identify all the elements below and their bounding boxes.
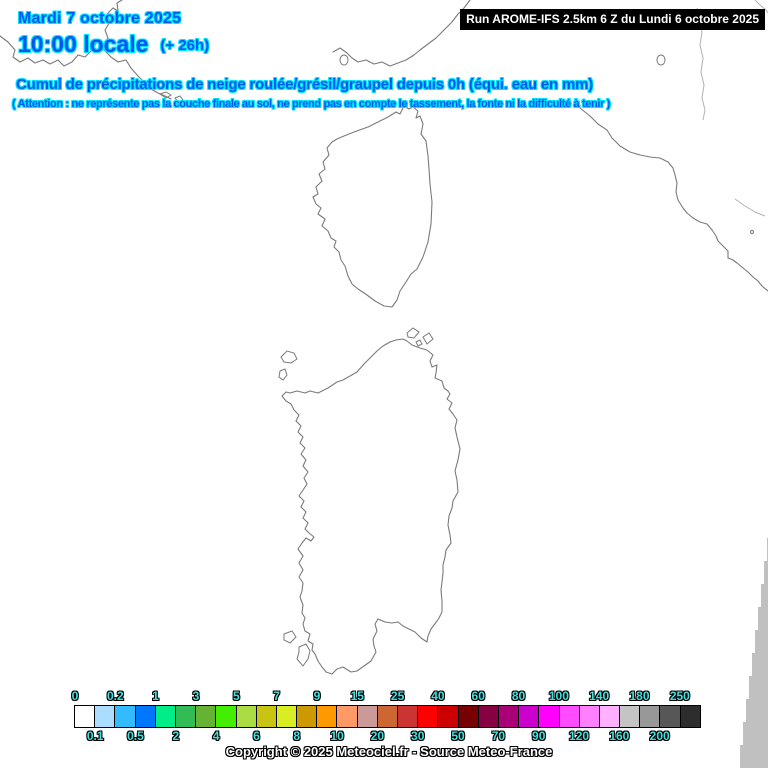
legend-cell <box>518 706 539 727</box>
island <box>158 91 172 99</box>
legend-bar <box>74 705 701 728</box>
legend-cell <box>659 706 680 727</box>
copyright-label: Copyright © 2025 Meteociel.fr - Source M… <box>225 744 553 759</box>
island-maddalena <box>422 332 434 345</box>
legend-label: 9 <box>313 689 321 703</box>
legend-label: 80 <box>511 689 526 703</box>
corsica-coastline <box>312 105 433 308</box>
local-time-value: 10:00 locale <box>18 31 149 57</box>
legend-label: 60 <box>471 689 485 703</box>
legend-label: 40 <box>431 689 445 703</box>
legend-cell <box>154 706 175 727</box>
riviera-coastline <box>332 0 471 67</box>
island-sant-antioco <box>296 643 311 667</box>
out-of-domain-wedge <box>740 538 768 768</box>
legend-label: 6 <box>253 729 260 743</box>
island-maddalena <box>415 339 423 347</box>
island <box>339 54 349 66</box>
legend-cell <box>134 706 155 727</box>
legend-label: 50 <box>451 729 465 743</box>
legend-cell <box>437 706 458 727</box>
legend-cell <box>94 706 115 727</box>
admin-border <box>734 198 766 217</box>
sardinia-coastline <box>281 338 461 675</box>
legend-cell <box>235 706 256 727</box>
legend-cell <box>376 706 397 727</box>
model-run-banner: Run AROME-IFS 2.5km 6 Z du Lundi 6 octob… <box>460 9 765 30</box>
legend-label: 30 <box>411 729 425 743</box>
island-maddalena <box>406 327 420 339</box>
island <box>174 95 184 103</box>
legend-label: 180 <box>629 689 650 703</box>
legend-cell <box>397 706 418 727</box>
forecast-offset-label: (+ 26h) <box>160 37 210 54</box>
island <box>656 54 666 66</box>
legend-label: 250 <box>669 689 690 703</box>
legend-cell <box>598 706 620 727</box>
legend-label: 3 <box>192 689 200 703</box>
legend-label: 160 <box>609 729 630 743</box>
legend-cell <box>114 706 135 727</box>
legend-cell <box>356 706 377 727</box>
legend-cell <box>275 706 297 727</box>
legend-cell <box>679 706 700 727</box>
italy-coastline <box>579 107 768 292</box>
island <box>750 230 754 234</box>
legend-cell <box>75 706 95 727</box>
legend-cell <box>538 706 559 727</box>
legend-cell <box>417 706 438 727</box>
legend-cell <box>296 706 317 727</box>
legend-label: 0.2 <box>106 689 124 703</box>
legend-cell <box>619 706 640 727</box>
admin-border <box>754 0 768 14</box>
legend-cell <box>316 706 337 727</box>
legend-cell <box>497 706 519 727</box>
map-title: Cumul de précipitations de neige roulée/… <box>16 76 594 93</box>
legend-label: 0.1 <box>86 729 104 743</box>
legend-cell <box>255 706 276 727</box>
legend-label: 100 <box>548 689 569 703</box>
date-label: Mardi 7 octobre 2025 <box>18 10 182 27</box>
legend-label: 8 <box>293 729 301 743</box>
island-asinara <box>278 368 288 381</box>
legend-cell <box>336 706 357 727</box>
legend-label: 7 <box>273 689 280 703</box>
legend-cell <box>639 706 660 727</box>
legend-label: 0.5 <box>127 729 144 743</box>
legend-label: 10 <box>330 729 344 743</box>
legend-label: 25 <box>390 689 405 703</box>
local-time-label: 10:00 locale (+ 26h) <box>18 31 209 58</box>
island-asinara <box>280 350 298 364</box>
legend-label: 200 <box>649 729 670 743</box>
legend-cell <box>215 706 236 727</box>
legend-cell <box>457 706 478 727</box>
legend-cell <box>174 706 196 727</box>
legend-label: 140 <box>589 689 610 703</box>
legend-cell <box>578 706 599 727</box>
legend-label: 20 <box>370 729 385 743</box>
legend-label: 15 <box>350 689 364 703</box>
provence-coastline <box>96 0 123 46</box>
legend-label: 1 <box>152 689 159 703</box>
legend-label: 2 <box>172 729 180 743</box>
island-san-pietro <box>283 630 297 644</box>
legend-label: 5 <box>232 689 240 703</box>
legend-label: 90 <box>532 729 546 743</box>
legend-cell <box>195 706 216 727</box>
legend-label: 0 <box>71 689 79 703</box>
legend-label: 120 <box>569 729 590 743</box>
legend-label: 4 <box>212 729 220 743</box>
legend-label: 70 <box>491 729 506 743</box>
legend-cell <box>477 706 498 727</box>
map-warning-note: ( Attention : ne représente pas la couch… <box>12 98 611 110</box>
legend-cell <box>558 706 579 727</box>
provence-coastline <box>0 35 172 100</box>
